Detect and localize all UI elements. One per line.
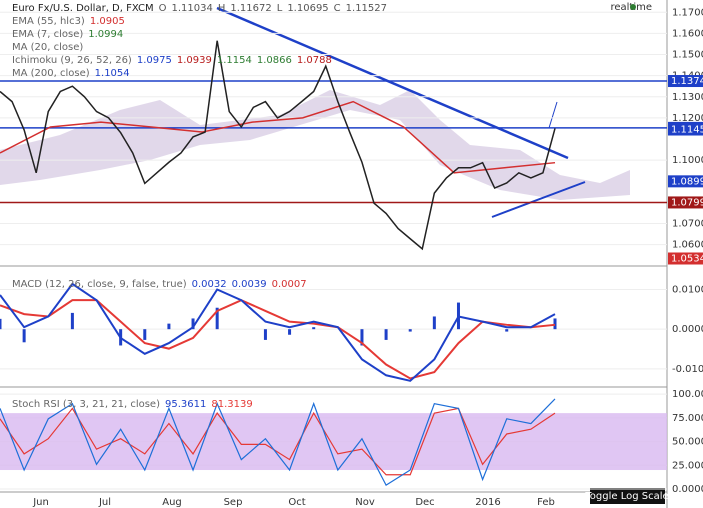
price-tag-label: 1.08997 (671, 176, 703, 187)
header-text: 95.3611 (165, 399, 206, 410)
x-tick-label: Oct (288, 497, 305, 508)
header-text: 81.3139 (211, 399, 252, 410)
y-tick-label: 75.0000 (672, 413, 703, 424)
price-tag (668, 123, 703, 136)
y-tick-label: 1.07000 (672, 219, 703, 230)
x-tick-label: Jun (32, 497, 49, 508)
header-text: 1.0939 (177, 55, 212, 66)
header-text: 0.0032 (192, 279, 227, 290)
header-text: 1.1154 (217, 55, 252, 66)
header-text: 1.11527 (346, 3, 387, 14)
y-tick-label: 1.16000 (672, 28, 703, 39)
histogram-bar (384, 329, 388, 340)
price-tag-label: 1.11450 (671, 125, 703, 136)
header-text: 1.11034 (171, 3, 212, 14)
signal-line (0, 299, 556, 380)
y-tick-label: 1.15000 (672, 50, 703, 61)
arrow (548, 101, 558, 129)
x-tick-label: Nov (355, 497, 375, 508)
header-text: MACD (12, 26, close, 9, false, true) (12, 279, 187, 290)
histogram-bar (505, 329, 509, 332)
y-tick-label: 1.12000 (672, 113, 703, 124)
x-tick-label: Sep (224, 497, 243, 508)
header-text: 1.0994 (88, 29, 123, 40)
ema-line (0, 100, 556, 174)
header-text: 1.0866 (257, 55, 292, 66)
header-text: 1.11672 (230, 3, 271, 14)
x-tick-label: Jul (98, 497, 111, 508)
toggle-button-label[interactable]: Toggle Log Scale (584, 491, 668, 502)
histogram-bar (432, 316, 436, 330)
y-tick-label: 25.0000 (672, 460, 703, 471)
header-text: 1.1054 (95, 68, 130, 79)
header-text: C (334, 3, 341, 14)
x-tick-label: 2016 (475, 497, 500, 508)
y-tick-label: 0.0000 (672, 324, 703, 335)
header-text: 0.0007 (272, 279, 307, 290)
trend-line (491, 181, 586, 218)
header-text: EMA (55, hlc3) (12, 16, 85, 27)
price-tag-label: 1.05345 (671, 253, 703, 264)
header-text: EMA (7, close) (12, 29, 83, 40)
y-tick-label: 1.13000 (672, 92, 703, 103)
price-tag (668, 75, 703, 88)
x-tick-label: Feb (537, 497, 555, 508)
header-text: 1.0975 (137, 55, 172, 66)
price-tag-label: 1.13745 (671, 76, 703, 87)
header-text: 1.0905 (90, 16, 125, 27)
histogram-bar (312, 327, 316, 330)
header-text: 1.0788 (297, 55, 332, 66)
histogram-bar (191, 318, 195, 330)
header-text: L (277, 3, 283, 14)
histogram-bar (167, 323, 171, 330)
header-text: MA (200, close) (12, 68, 90, 79)
y-tick-label: 1.17000 (672, 7, 703, 18)
macd-line (0, 282, 556, 382)
stoch-k-line (0, 398, 556, 487)
histogram-bar (215, 307, 219, 330)
price-tag (668, 175, 703, 188)
header-text: H (218, 3, 226, 14)
header-text: Ichimoku (9, 26, 52, 26) (12, 55, 132, 66)
y-tick-label: 1.06000 (672, 240, 703, 251)
histogram-bar (408, 329, 412, 332)
y-tick-label: 0.0000 (672, 484, 703, 495)
histogram-bar (553, 318, 557, 330)
price-tag (668, 196, 703, 209)
price-line-series (0, 40, 556, 251)
header-text: 0.0039 (232, 279, 267, 290)
histogram-bar (143, 329, 147, 340)
price-tag (668, 252, 703, 265)
status-dot (630, 4, 636, 10)
price-tag-label: 1.07998 (671, 197, 703, 208)
header-text: Stoch RSI (3, 3, 21, 21, close) (12, 399, 160, 410)
toggle-button[interactable] (590, 488, 665, 504)
histogram-bar (288, 329, 292, 335)
header-text: 1.10695 (287, 3, 328, 14)
header-text: MA (20, close) (12, 42, 83, 53)
header-text: Euro Fx/U.S. Dollar, D, FXCM (12, 3, 154, 14)
histogram-bar (263, 329, 267, 340)
x-tick-label: Dec (415, 497, 434, 508)
x-tick-label: Aug (162, 497, 182, 508)
stoch-band (0, 413, 667, 471)
stoch-d-line (0, 407, 556, 476)
y-tick-label: 50.0000 (672, 437, 703, 448)
histogram-bar (0, 318, 2, 330)
y-tick-label: 100.0000 (672, 389, 703, 400)
y-tick-label: 1.10000 (672, 155, 703, 166)
histogram-bar (22, 329, 26, 343)
histogram-bar (70, 312, 74, 330)
histogram-bar (360, 329, 364, 346)
header-text: O (159, 3, 167, 14)
